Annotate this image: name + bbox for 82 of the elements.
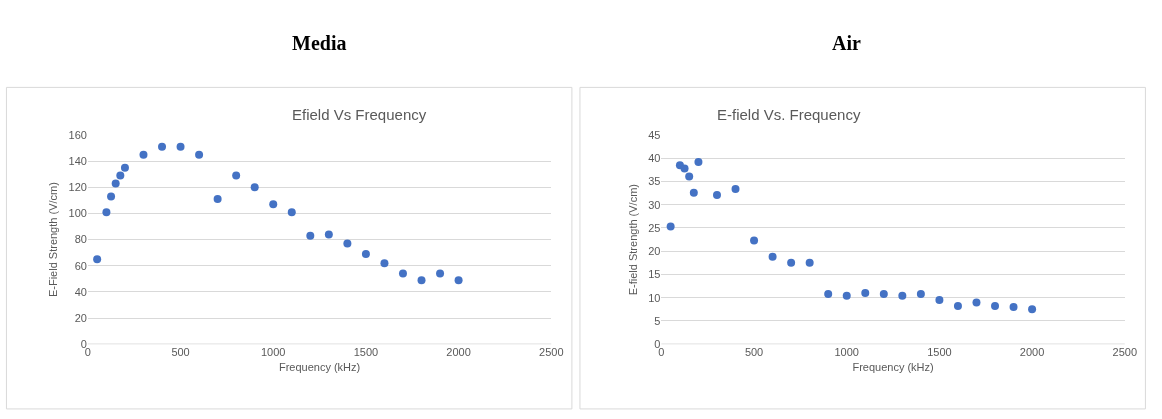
point (213, 195, 222, 204)
point (120, 163, 129, 172)
point (689, 188, 698, 197)
point (861, 289, 870, 298)
point (685, 172, 694, 181)
point (1009, 303, 1018, 312)
x-tick-label: 1000 (834, 346, 859, 359)
point (361, 250, 370, 258)
y-tick-label: 140 (68, 155, 87, 168)
y-tick-label: 120 (68, 181, 87, 194)
point (139, 150, 148, 159)
point (176, 142, 185, 151)
x-axis-title: Frequency (kHz) (278, 361, 361, 374)
y-tick-label: 5 (654, 314, 661, 327)
point (991, 302, 1000, 311)
point (694, 157, 703, 166)
x-tick-label: 2000 (1019, 346, 1045, 359)
x-tick-label: 2500 (539, 346, 564, 359)
point (768, 252, 777, 261)
point (158, 142, 167, 151)
point (93, 255, 102, 264)
y-tick-label: 160 (68, 128, 87, 141)
point (102, 208, 111, 217)
x-tick-label: 1000 (261, 346, 286, 359)
point (953, 302, 962, 311)
point (250, 183, 259, 192)
y-tick-label: 20 (74, 311, 87, 324)
x-tick-label: 500 (171, 346, 190, 359)
point (111, 179, 120, 188)
x-tick-label: 2500 (1112, 346, 1138, 359)
chart-subtitle: Efield Vs Frequency (292, 106, 427, 123)
y-tick-label: 45 (648, 128, 661, 141)
point (680, 164, 689, 173)
y-tick-label: 35 (648, 175, 661, 188)
point (824, 290, 833, 299)
point (787, 258, 796, 267)
point (232, 171, 241, 180)
y-tick-label: 40 (648, 152, 661, 165)
point (898, 291, 907, 300)
point (935, 296, 944, 305)
point (972, 298, 981, 307)
y-axis-title: E-field Strength (V/cm) (626, 183, 639, 296)
point (454, 276, 463, 285)
point (324, 230, 333, 239)
point (916, 290, 925, 299)
point (879, 290, 888, 299)
point (842, 291, 851, 300)
point (269, 200, 278, 209)
chart-title: Media (292, 32, 347, 54)
y-tick-label: 15 (648, 268, 661, 281)
point (805, 258, 814, 267)
y-tick-label: 80 (74, 233, 87, 246)
point (116, 171, 125, 180)
point (750, 236, 759, 245)
point (287, 208, 296, 217)
point (666, 222, 675, 231)
x-axis-title: Frequency (kHz) (852, 361, 934, 374)
chart-subtitle: E-field Vs. Frequency (717, 106, 861, 123)
point (731, 184, 740, 193)
point (1028, 305, 1037, 314)
point (107, 192, 116, 201)
point (712, 190, 721, 199)
x-tick-label: 500 (744, 346, 764, 359)
x-tick-label: 1500 (353, 346, 379, 359)
point (398, 269, 407, 278)
chart-title: Air (832, 32, 861, 54)
y-axis-title: E-Field Strength (V/cm) (47, 182, 60, 298)
point (436, 269, 445, 278)
point (380, 259, 389, 268)
point (417, 276, 426, 285)
point (343, 239, 352, 248)
y-tick-label: 25 (648, 221, 661, 234)
y-tick-label: 20 (648, 245, 661, 258)
y-tick-label: 60 (74, 259, 87, 272)
point (195, 150, 204, 159)
y-tick-label: 40 (74, 285, 87, 298)
x-tick-label: 2000 (446, 346, 471, 359)
y-tick-label: 10 (648, 291, 661, 304)
point (306, 231, 315, 240)
y-tick-label: 100 (68, 207, 87, 220)
y-tick-label: 30 (648, 198, 661, 211)
x-tick-label: 1500 (927, 346, 952, 359)
